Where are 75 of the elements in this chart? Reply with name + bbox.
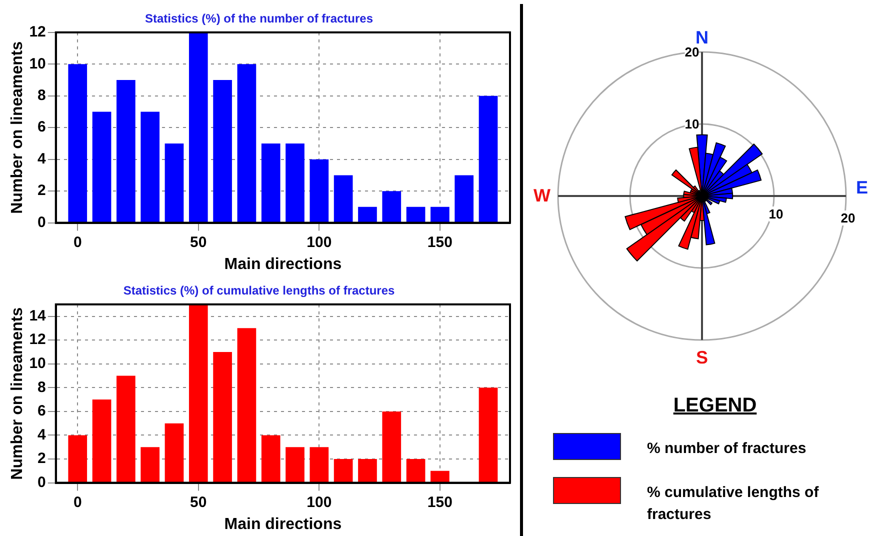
legend-title: LEGEND bbox=[673, 394, 757, 418]
text: W bbox=[534, 186, 550, 206]
x-tick-label: 100 bbox=[306, 234, 332, 251]
bar bbox=[382, 191, 402, 222]
bar bbox=[92, 400, 112, 482]
y-tick-label: 10 bbox=[29, 55, 46, 72]
x-tick-label: 150 bbox=[427, 494, 452, 511]
y-tick-label: 12 bbox=[29, 331, 46, 348]
text: 10 bbox=[768, 206, 784, 222]
x-tick-label: 50 bbox=[190, 494, 207, 511]
text: N bbox=[696, 28, 708, 48]
bar bbox=[261, 435, 280, 482]
bar bbox=[406, 459, 426, 482]
chart-title: Statistics (%) of the number of fractures bbox=[144, 12, 374, 26]
y-tick-label: 8 bbox=[38, 378, 46, 396]
bar bbox=[116, 80, 136, 222]
x-tick-label: 0 bbox=[73, 234, 82, 251]
x-axis-title: Main directions bbox=[224, 516, 342, 533]
bar bbox=[140, 112, 160, 222]
x-axis-title: Main directions bbox=[224, 256, 342, 273]
bar bbox=[68, 435, 88, 482]
bar bbox=[358, 459, 377, 482]
bar bbox=[237, 64, 256, 222]
bar bbox=[382, 411, 402, 482]
bar bbox=[310, 447, 329, 482]
y-axis-title: Number on lineaments bbox=[9, 41, 26, 214]
y-tick-label: 6 bbox=[38, 402, 46, 420]
bar bbox=[68, 64, 88, 222]
bar bbox=[334, 175, 353, 222]
bar bbox=[140, 447, 160, 482]
x-tick-label: 150 bbox=[427, 234, 452, 251]
bar bbox=[286, 143, 304, 222]
y-tick-label: 0 bbox=[38, 474, 46, 491]
y-tick-label: 12 bbox=[29, 24, 46, 41]
bar bbox=[188, 32, 208, 222]
x-tick-label: 100 bbox=[306, 494, 332, 511]
bar bbox=[478, 96, 498, 222]
text: S bbox=[696, 348, 708, 368]
legend-label: % cumulative lengths of fractures bbox=[647, 483, 820, 525]
y-tick-label: 0 bbox=[38, 214, 46, 231]
bar bbox=[213, 352, 232, 482]
x-tick-label: 50 bbox=[190, 234, 207, 251]
bar bbox=[213, 80, 232, 222]
y-tick-label: 6 bbox=[38, 118, 46, 136]
text: 20 bbox=[840, 210, 856, 226]
bar bbox=[261, 143, 280, 222]
bar bbox=[164, 143, 184, 222]
y-tick-label: 2 bbox=[38, 182, 46, 200]
text: 10 bbox=[684, 116, 700, 132]
y-tick-label: 2 bbox=[38, 450, 46, 468]
y-tick-label: 8 bbox=[38, 87, 46, 104]
chart-title: Statistics (%) of cumulative lengths of fractures bbox=[123, 284, 396, 298]
x-tick-label: 0 bbox=[73, 494, 82, 511]
legend-label: % number of fractures bbox=[647, 439, 808, 459]
bar bbox=[358, 206, 377, 222]
bar bbox=[454, 175, 474, 222]
bar bbox=[478, 388, 498, 482]
text: E bbox=[856, 178, 868, 198]
bar bbox=[310, 159, 329, 222]
bar bbox=[237, 328, 256, 482]
bar bbox=[188, 304, 208, 482]
bar bbox=[430, 206, 450, 222]
bar bbox=[430, 470, 450, 482]
bar bbox=[164, 423, 184, 482]
bar bbox=[286, 447, 304, 482]
bar bbox=[406, 206, 426, 222]
y-axis-title: Number on lineaments bbox=[9, 307, 26, 480]
y-tick-label: 4 bbox=[38, 150, 47, 168]
bar bbox=[334, 459, 353, 482]
text: 20 bbox=[684, 44, 700, 60]
bar bbox=[116, 376, 136, 482]
y-tick-label: 14 bbox=[29, 307, 47, 324]
y-tick-label: 10 bbox=[29, 355, 46, 372]
y-tick-label: 4 bbox=[38, 426, 47, 444]
bar bbox=[92, 112, 112, 222]
